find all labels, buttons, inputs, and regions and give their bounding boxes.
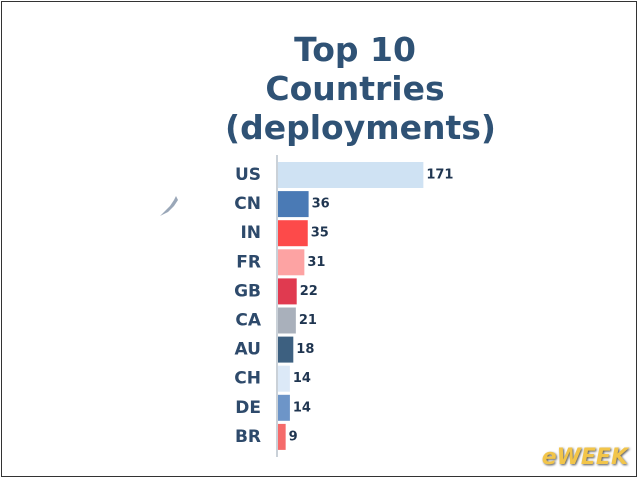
- category-label: FR: [236, 252, 261, 272]
- category-label: AU: [235, 340, 261, 360]
- category-label: GB: [234, 281, 261, 301]
- bar: [278, 307, 296, 334]
- category-label: DE: [235, 398, 261, 418]
- category-label: CN: [234, 194, 261, 214]
- map-icon: [160, 196, 178, 216]
- category-label: BR: [235, 427, 261, 447]
- bar: [278, 162, 424, 188]
- category-label: CH: [234, 369, 261, 389]
- chart-title: Top 10 Countries (deployments): [225, 30, 496, 147]
- bar: [278, 220, 308, 247]
- bar: [278, 191, 309, 218]
- bar: [278, 249, 305, 276]
- bar: [278, 365, 290, 392]
- value-label: 9: [289, 429, 298, 444]
- category-label: CA: [235, 311, 261, 331]
- value-label: 22: [300, 284, 318, 299]
- value-label: 21: [299, 313, 317, 328]
- category-label: US: [235, 165, 261, 185]
- value-label: 14: [293, 371, 311, 386]
- bar: [278, 336, 294, 363]
- value-label: 36: [312, 197, 330, 212]
- value-label: 35: [311, 226, 329, 241]
- bar: [278, 423, 286, 450]
- value-label: 31: [307, 255, 325, 270]
- bar: [278, 394, 290, 421]
- value-label: 14: [293, 400, 311, 415]
- value-label: 171: [426, 168, 453, 183]
- category-label: IN: [240, 223, 261, 243]
- watermark: eWEEK: [541, 445, 628, 470]
- bar: [278, 278, 297, 305]
- value-label: 18: [296, 342, 314, 357]
